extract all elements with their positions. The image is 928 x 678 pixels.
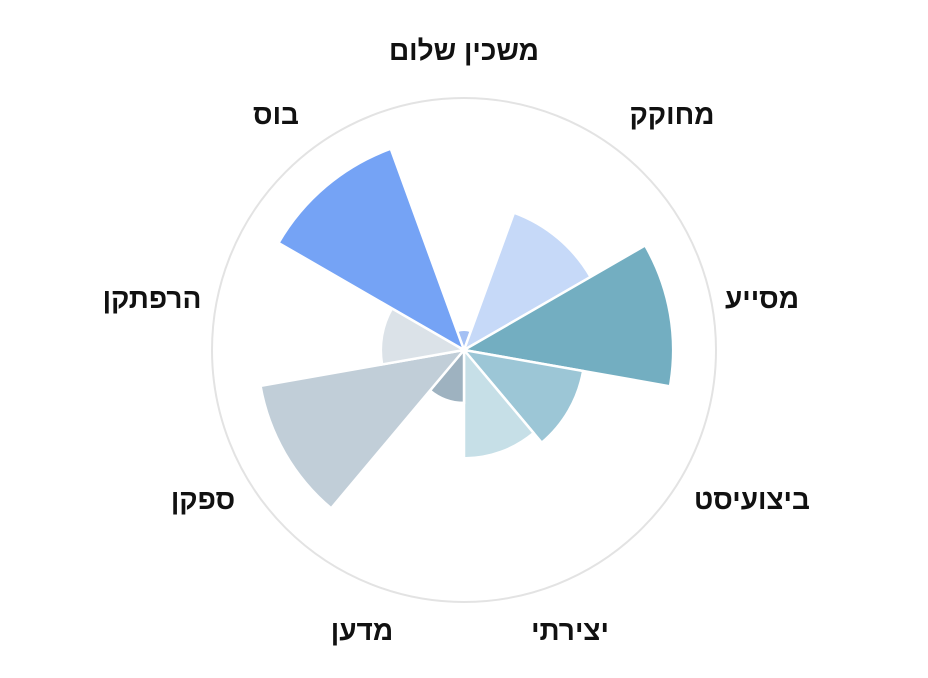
category-label: מסייע [725, 283, 799, 314]
category-label-group: משכין שלום מחוקק מסייע ביצועיסט יצירתי מ… [103, 35, 810, 646]
petal-8 [276, 147, 467, 353]
category-label: משכין שלום [389, 35, 539, 66]
petal-6 [259, 348, 468, 511]
category-label: הרפתקן [103, 283, 202, 314]
petal-1 [461, 211, 593, 353]
category-label: מדען [331, 615, 393, 646]
petal-2 [460, 243, 675, 388]
category-label: בוס [253, 99, 299, 130]
outer-ring [211, 97, 717, 603]
category-label: ספקן [171, 484, 235, 515]
category-label: מחוקק [630, 99, 715, 130]
petal-group [259, 147, 675, 511]
petal-4 [462, 346, 536, 460]
category-label: ביצועיסט [694, 484, 810, 515]
category-label: יצירתי [531, 615, 609, 646]
petal-3 [460, 348, 585, 445]
